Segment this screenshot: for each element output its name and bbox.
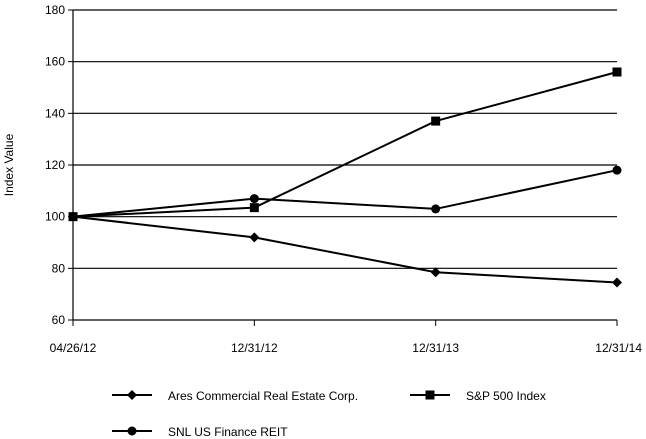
legend-item: Ares Commercial Real Estate Corp. [112,389,358,403]
y-tick-label: 160 [45,55,65,69]
legend: Ares Commercial Real Estate Corp. S&P 500… [112,389,546,439]
y-tick-label: 180 [45,3,65,17]
legend-label: SNL US Finance REIT [168,425,288,439]
legend-label: S&P 500 Index [466,389,546,403]
series-2 [68,165,622,222]
y-tick-label: 140 [45,106,65,120]
y-tick-label: 120 [45,158,65,172]
data-point-diamond [249,232,260,243]
data-point-diamond [430,267,441,278]
legend-label: Ares Commercial Real Estate Corp. [168,389,358,403]
gridlines [73,9,617,269]
x-tick-label: 12/31/12 [231,341,278,355]
x-tick-labels: 04/26/12 12/31/12 12/31/13 12/31/14 [50,320,642,355]
data-point-diamond [612,277,622,288]
series-line [72,71,618,218]
data-point-circle [431,204,441,214]
data-point-circle [68,212,78,222]
series-line [72,169,618,218]
y-tick-label: 80 [52,261,66,275]
series-1 [68,67,622,222]
data-point-square [431,116,441,126]
series-0 [68,211,622,288]
y-axis-title: Index Value [2,133,16,196]
legend-item: S&P 500 Index [410,389,546,403]
x-tick-label: 04/26/12 [50,341,97,355]
series-line [72,215,618,284]
legend-marker-circle [127,426,137,436]
legend-marker-diamond [127,390,137,400]
data-point-square [249,203,259,213]
y-tick-label: 60 [52,313,66,327]
data-point-circle [612,165,622,175]
data-point-circle [249,194,259,204]
data-point-square [612,67,622,77]
legend-marker-square [425,390,435,400]
legend-item: SNL US Finance REIT [112,425,288,439]
x-tick-label: 12/31/14 [595,341,642,355]
y-tick-labels: 60 80 100 120 140 160 180 [45,3,73,327]
x-tick-label: 12/31/13 [412,341,459,355]
y-tick-label: 100 [45,210,65,224]
series-group [68,67,622,288]
